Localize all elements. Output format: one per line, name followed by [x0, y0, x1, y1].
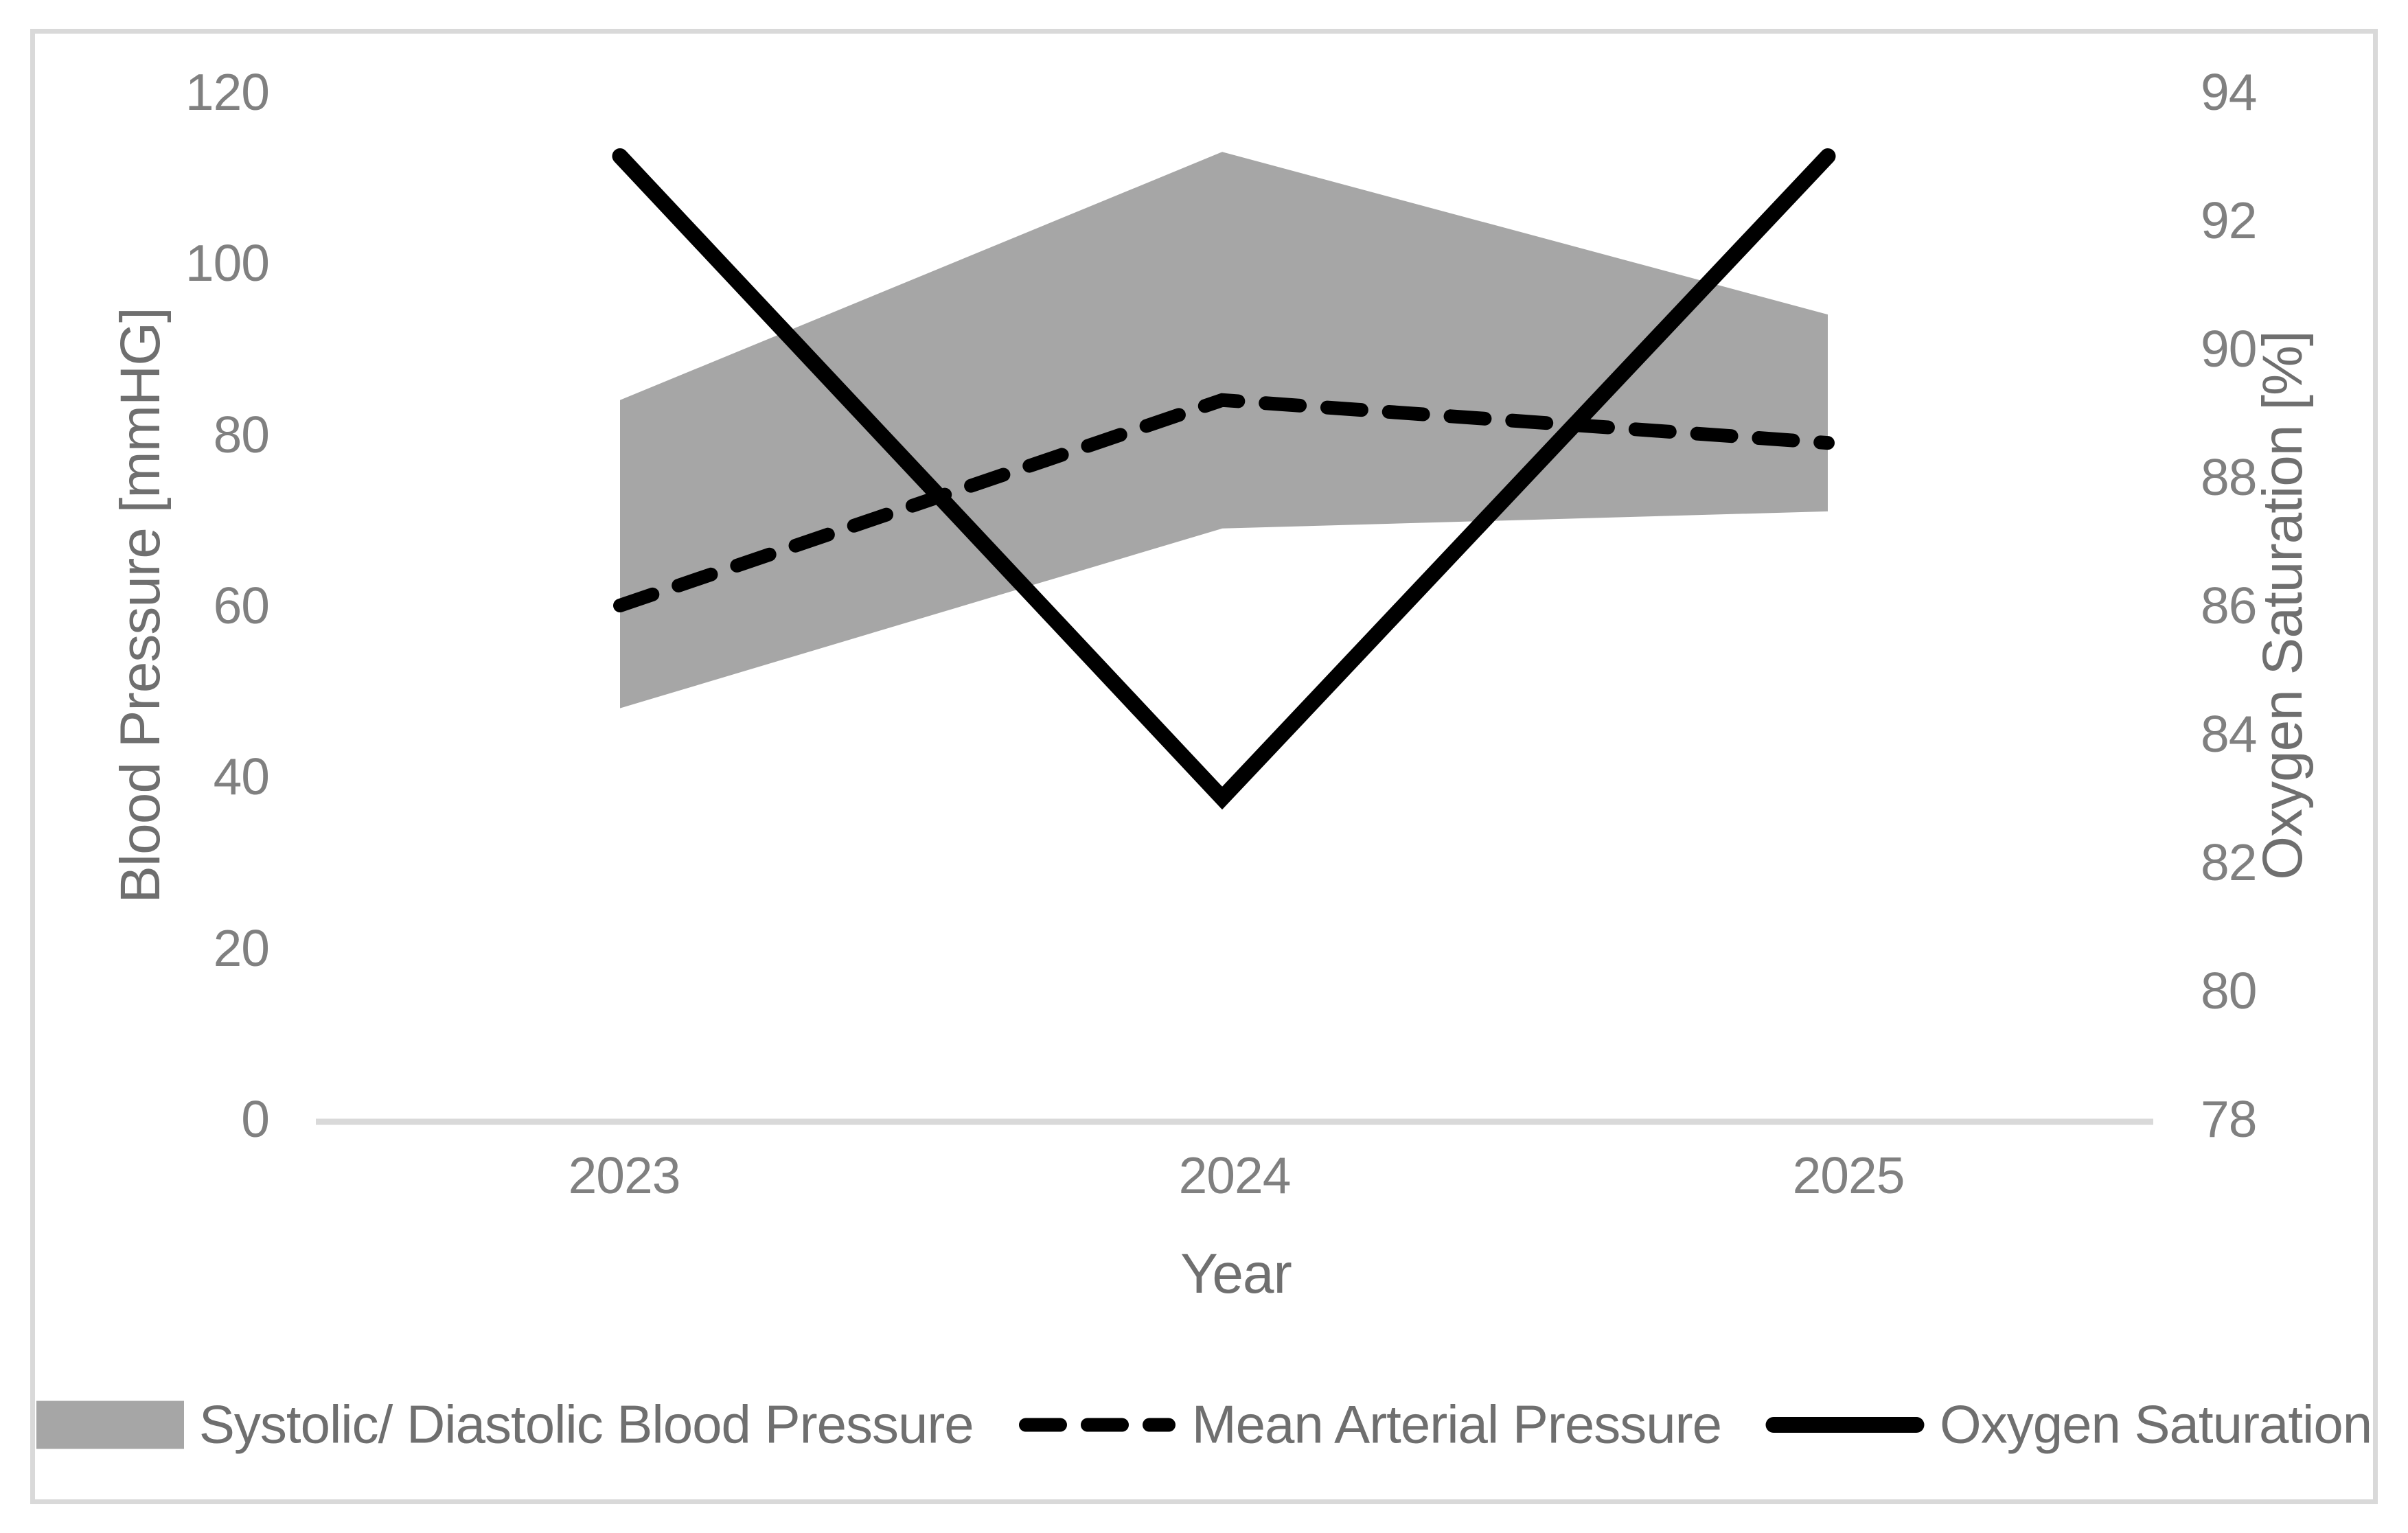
legend-label-1: Mean Arterial Pressure — [1191, 1394, 1722, 1455]
right-axis-tick-80: 80 — [2201, 962, 2257, 1019]
left-axis-tick-120: 120 — [185, 63, 270, 121]
legend-item-0: Systolic/ Diastolic Blood Pressure — [36, 1394, 974, 1456]
right-axis-tick-84: 84 — [2201, 705, 2257, 763]
left-axis-tick-20: 20 — [213, 919, 270, 977]
oxygen-saturation-line — [612, 148, 1836, 810]
legend-solid-line-swatch — [1765, 1416, 1925, 1433]
left-axis-tick-40: 40 — [213, 748, 270, 806]
legend-item-1: Mean Arterial Pressure — [1018, 1394, 1722, 1456]
legend-band-swatch — [36, 1401, 184, 1449]
left-axis-tick-60: 60 — [213, 577, 270, 634]
x-axis-tick-2024: 2024 — [1178, 1146, 1292, 1204]
legend-label-0: Systolic/ Diastolic Blood Pressure — [198, 1394, 974, 1455]
left-axis-title: Blood Pressure [mmHG] — [109, 308, 172, 903]
systolic-diastolic-band — [620, 152, 1828, 708]
right-axis-tick-90: 90 — [2201, 320, 2257, 378]
left-axis-tick-0: 0 — [241, 1090, 270, 1148]
right-axis-tick-92: 92 — [2201, 192, 2257, 249]
right-axis-tick-82: 82 — [2201, 833, 2257, 891]
right-axis-title: Oxygen Saturation [%] — [2251, 331, 2314, 880]
mean-arterial-pressure-line — [613, 393, 1835, 612]
left-axis-tick-80: 80 — [213, 405, 270, 463]
chart-legend: Systolic/ Diastolic Blood Pressure Mean A… — [0, 1394, 2408, 1456]
right-axis-tick-94: 94 — [2201, 63, 2257, 121]
right-axis-tick-88: 88 — [2201, 448, 2257, 506]
right-axis-tick-78: 78 — [2201, 1090, 2257, 1148]
right-axis-tick-86: 86 — [2201, 577, 2257, 634]
legend-item-2: Oxygen Saturation — [1765, 1394, 2372, 1456]
legend-label-2: Oxygen Saturation — [1940, 1394, 2372, 1455]
x-axis-tick-2025: 2025 — [1792, 1146, 1905, 1204]
left-axis-tick-100: 100 — [185, 234, 270, 292]
x-axis-title: Year — [1180, 1243, 1292, 1305]
x-axis-tick-2023: 2023 — [568, 1146, 681, 1204]
legend-dashed-line-swatch — [1018, 1418, 1176, 1431]
